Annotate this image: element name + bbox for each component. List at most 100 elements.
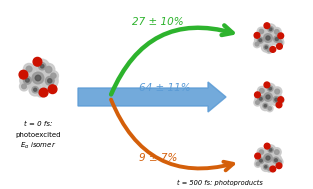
Circle shape — [265, 46, 267, 48]
Circle shape — [259, 97, 262, 100]
Circle shape — [257, 148, 265, 156]
Circle shape — [276, 163, 282, 169]
Circle shape — [265, 145, 276, 155]
Circle shape — [36, 88, 45, 97]
Circle shape — [264, 45, 269, 50]
Circle shape — [26, 66, 32, 72]
Circle shape — [277, 43, 282, 49]
Circle shape — [275, 89, 280, 94]
Circle shape — [271, 33, 283, 45]
Circle shape — [274, 36, 280, 42]
Circle shape — [261, 42, 271, 52]
Circle shape — [275, 159, 277, 162]
Circle shape — [263, 103, 268, 108]
Circle shape — [272, 148, 281, 156]
Circle shape — [268, 107, 271, 110]
Circle shape — [259, 159, 262, 162]
Text: 64 ± 11%: 64 ± 11% — [139, 83, 191, 93]
Circle shape — [269, 149, 272, 151]
Circle shape — [23, 64, 35, 75]
Circle shape — [266, 36, 270, 40]
Circle shape — [32, 87, 38, 93]
Circle shape — [264, 105, 267, 107]
Circle shape — [254, 161, 261, 167]
Circle shape — [25, 78, 29, 82]
Circle shape — [255, 153, 260, 159]
Circle shape — [264, 23, 270, 29]
Circle shape — [278, 160, 281, 164]
Circle shape — [38, 90, 43, 95]
Circle shape — [254, 34, 266, 46]
Circle shape — [261, 162, 270, 171]
Circle shape — [51, 73, 56, 78]
Circle shape — [266, 166, 272, 172]
Circle shape — [267, 48, 271, 52]
Circle shape — [260, 101, 270, 111]
Circle shape — [266, 156, 270, 160]
Circle shape — [273, 96, 280, 103]
Circle shape — [19, 82, 28, 91]
Circle shape — [272, 27, 281, 36]
Circle shape — [275, 38, 278, 41]
Circle shape — [20, 73, 35, 88]
Circle shape — [275, 98, 278, 101]
Circle shape — [256, 162, 259, 166]
Circle shape — [49, 71, 59, 81]
Circle shape — [268, 26, 273, 32]
Circle shape — [255, 93, 266, 105]
Circle shape — [38, 63, 46, 70]
Circle shape — [275, 29, 279, 34]
Circle shape — [19, 70, 28, 79]
Circle shape — [34, 88, 37, 91]
Circle shape — [260, 30, 276, 46]
Circle shape — [276, 102, 282, 108]
Circle shape — [264, 154, 272, 162]
Circle shape — [256, 101, 259, 104]
Circle shape — [43, 64, 55, 76]
Circle shape — [273, 87, 282, 96]
Circle shape — [23, 76, 31, 84]
Circle shape — [257, 86, 266, 95]
Circle shape — [264, 93, 272, 101]
Circle shape — [269, 28, 272, 30]
Circle shape — [278, 97, 284, 102]
Circle shape — [260, 89, 276, 105]
Circle shape — [264, 82, 270, 88]
Circle shape — [254, 92, 260, 98]
Circle shape — [254, 99, 261, 106]
Circle shape — [259, 39, 262, 42]
Circle shape — [32, 72, 44, 84]
Circle shape — [266, 95, 270, 99]
Circle shape — [41, 72, 58, 89]
Circle shape — [260, 150, 276, 166]
Text: t = 500 fs: photoproducts: t = 500 fs: photoproducts — [177, 180, 263, 186]
Circle shape — [264, 164, 268, 169]
Circle shape — [278, 33, 284, 39]
Circle shape — [48, 85, 57, 94]
Circle shape — [265, 83, 275, 94]
Circle shape — [276, 97, 284, 104]
Circle shape — [270, 166, 276, 172]
Circle shape — [270, 94, 283, 106]
Text: 27 ± 10%: 27 ± 10% — [132, 17, 184, 27]
Text: t = 0 fs:: t = 0 fs: — [24, 121, 52, 127]
Circle shape — [269, 87, 271, 90]
Circle shape — [255, 42, 259, 46]
Circle shape — [257, 37, 263, 43]
Circle shape — [273, 157, 279, 163]
Circle shape — [27, 67, 49, 89]
Circle shape — [29, 84, 41, 96]
Text: 9 ± 7%: 9 ± 7% — [139, 153, 177, 163]
Circle shape — [267, 86, 273, 91]
Circle shape — [258, 96, 264, 102]
Circle shape — [275, 150, 279, 154]
Circle shape — [266, 47, 272, 53]
Circle shape — [254, 41, 260, 48]
Circle shape — [278, 40, 282, 44]
Circle shape — [264, 143, 270, 149]
Circle shape — [265, 166, 267, 168]
Circle shape — [276, 158, 283, 166]
Circle shape — [45, 66, 52, 73]
Circle shape — [268, 147, 273, 153]
FancyArrow shape — [78, 82, 226, 112]
